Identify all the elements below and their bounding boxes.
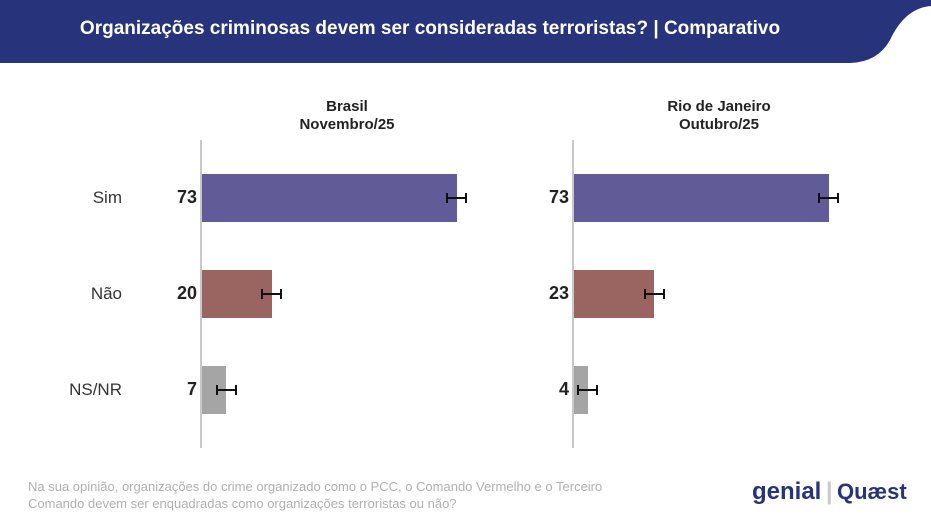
category-label: Não [90, 284, 122, 303]
axis-line [572, 140, 574, 448]
panel-title-line: Rio de Janeiro [667, 98, 771, 115]
error-bar [215, 389, 237, 391]
panel-title: Rio de Janeiro Outubro/25 [609, 98, 829, 134]
data-label: 73 [548, 187, 569, 207]
error-bar [643, 293, 665, 295]
header-banner [0, 0, 931, 63]
panel-title-line: Brasil [326, 98, 368, 115]
genial-logo: genial [752, 478, 822, 505]
panel-title-line: Outubro/25 [678, 116, 759, 133]
error-bar [261, 293, 283, 295]
error-bar-cap [465, 193, 468, 203]
error-bar-cap [280, 289, 283, 299]
panel-title-line: Novembro/25 [299, 116, 395, 133]
data-label: 73 [176, 187, 197, 207]
error-bar-cap [577, 385, 580, 395]
data-label: 7 [186, 379, 197, 399]
bar-não [202, 270, 272, 318]
axis-line [200, 140, 202, 448]
error-bar-cap [596, 385, 599, 395]
logos: genial | Quæst [752, 478, 907, 505]
error-bar-cap [643, 289, 646, 299]
error-bar-cap [261, 289, 264, 299]
error-bar-cap [662, 289, 665, 299]
bar-não [574, 270, 655, 318]
error-bar-cap [837, 193, 840, 203]
error-bar-cap [234, 385, 237, 395]
data-label: 23 [548, 283, 569, 303]
error-bar [818, 197, 840, 199]
data-label: 20 [176, 283, 197, 303]
error-bar [577, 389, 599, 391]
error-bar-cap [215, 385, 218, 395]
category-label: NS/NR [69, 380, 122, 399]
page-title: Organizações criminosas devem ser consid… [79, 18, 781, 39]
error-bar [446, 197, 468, 199]
bar-sim [574, 174, 829, 222]
category-label: Sim [92, 188, 122, 207]
data-label: 4 [558, 379, 569, 399]
bar-sim [202, 174, 457, 222]
error-bar-cap [446, 193, 449, 203]
error-bar-cap [818, 193, 821, 203]
quaest-logo: Quæst [836, 479, 907, 504]
footnote-question: Na sua opinião, organizações do crime or… [28, 479, 603, 511]
panel-title: Brasil Novembro/25 [237, 98, 457, 134]
